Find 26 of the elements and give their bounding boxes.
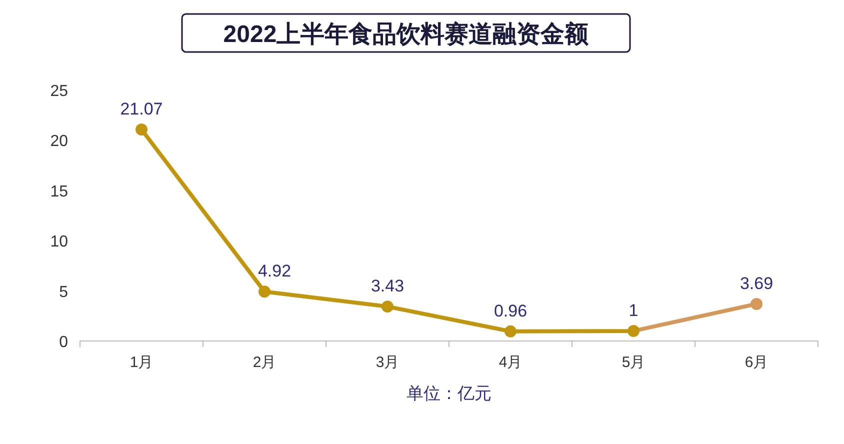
point xyxy=(750,298,762,310)
x-axis-title: 单位：亿元 xyxy=(406,384,492,403)
data-label: 3.43 xyxy=(370,276,404,296)
data-label: 0.96 xyxy=(494,301,528,320)
point xyxy=(628,324,640,337)
point xyxy=(258,286,270,298)
point xyxy=(504,325,516,338)
x-tick-label: 1月 xyxy=(130,354,154,371)
y-tick-label: 10 xyxy=(50,234,68,251)
data-label: 21.07 xyxy=(120,99,163,118)
x-tick-label: 6月 xyxy=(744,354,768,371)
y-tick-label: 25 xyxy=(50,83,68,100)
data-label: 1 xyxy=(628,300,638,320)
x-tick-label: 4月 xyxy=(498,354,522,371)
data-label: 4.92 xyxy=(258,262,292,281)
x-tick-label: 3月 xyxy=(376,354,400,371)
point xyxy=(382,300,394,313)
chart-title: 2022上半年食品饮料赛道融资金额 xyxy=(223,21,590,48)
y-tick-label: 0 xyxy=(59,334,68,351)
x-tick-label: 2月 xyxy=(252,354,276,371)
y-tick-label: 5 xyxy=(59,284,68,301)
y-tick-label: 15 xyxy=(50,183,68,200)
x-tick-label: 5月 xyxy=(622,354,646,371)
y-tick-label: 20 xyxy=(50,133,68,150)
data-label: 3.69 xyxy=(740,274,774,293)
point xyxy=(136,123,148,136)
